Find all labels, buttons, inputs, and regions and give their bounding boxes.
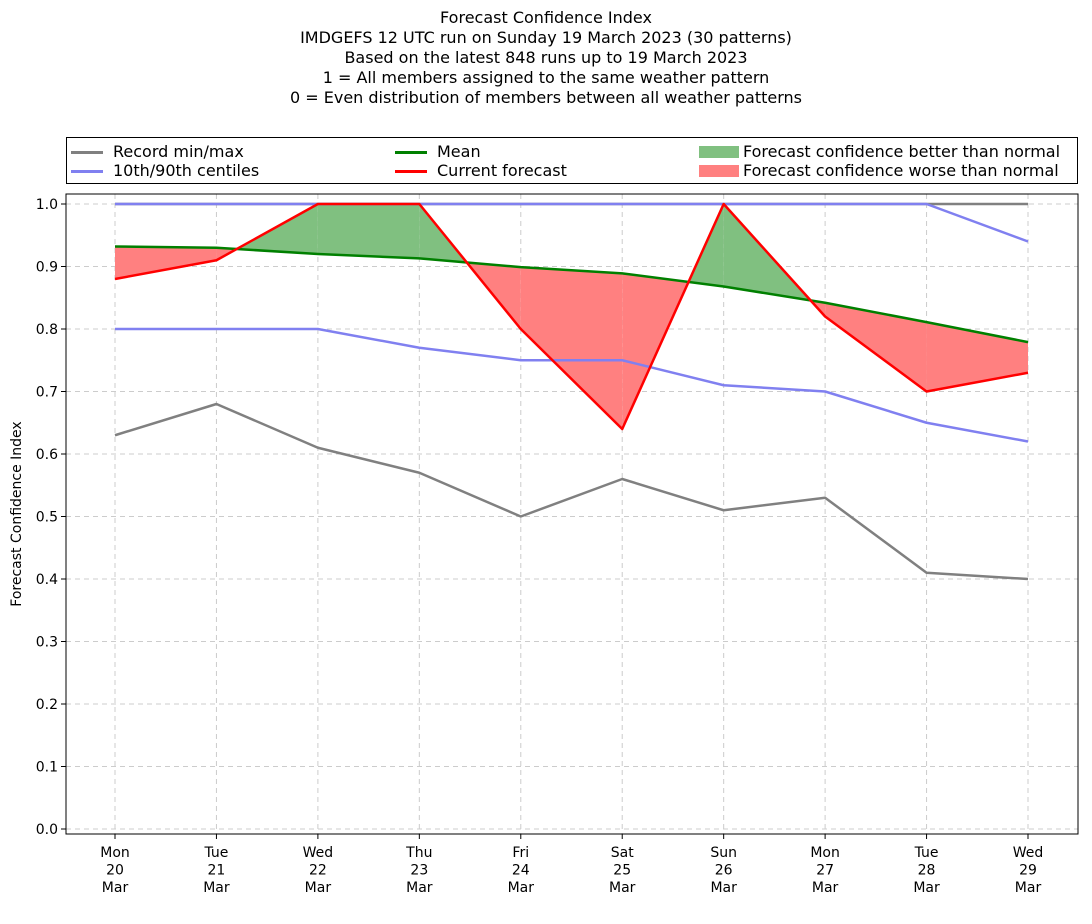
fill-better-than-normal xyxy=(317,204,420,259)
plot-frame xyxy=(65,193,1079,835)
title-line-5: 0 = Even distribution of members between… xyxy=(289,88,803,107)
legend-label-worse: Forecast confidence worse than normal xyxy=(743,161,1059,180)
title-line-3: Based on the latest 848 runs up to 19 Ma… xyxy=(344,48,748,67)
x-tick-label: Mon 20 Mar xyxy=(100,845,130,896)
series-record-min xyxy=(114,402,1029,581)
y-tick-label: 0.2 xyxy=(36,697,58,713)
y-tick-label: 0.8 xyxy=(36,322,58,338)
series-10th-centile xyxy=(115,327,1029,443)
x-tick-label: Wed 29 Mar xyxy=(1013,845,1044,896)
legend-label-mean: Mean xyxy=(437,142,481,161)
x-tick-label: Tue 21 Mar xyxy=(203,845,230,896)
y-tick-label: 0.6 xyxy=(36,447,58,463)
x-tick-label: Tue 28 Mar xyxy=(913,845,940,896)
y-tick-label: 0.1 xyxy=(36,760,58,776)
y-tick-label: 0.3 xyxy=(36,635,58,651)
title-line-4: 1 = All members assigned to the same wea… xyxy=(322,68,770,87)
series-current-forecast xyxy=(114,202,1029,431)
x-tick-label: Wed 22 Mar xyxy=(303,845,334,896)
legend-swatch-record xyxy=(71,151,103,154)
y-tick-label: 0.4 xyxy=(36,572,58,588)
legend-swatch-centiles xyxy=(71,170,103,173)
y-tick-label: 0.9 xyxy=(36,260,58,276)
x-tick-label: Sat 25 Mar xyxy=(609,845,636,896)
legend-swatch-better xyxy=(699,146,739,158)
chart-title: Forecast Confidence Index IMDGEFS 12 UTC… xyxy=(0,8,1092,108)
legend-label-better: Forecast confidence better than normal xyxy=(743,142,1061,161)
y-tick-label: 0.7 xyxy=(36,385,58,401)
y-tick-label: 0.0 xyxy=(36,822,58,838)
legend-swatch-worse xyxy=(699,165,739,177)
fill-worse-than-normal xyxy=(115,246,217,279)
x-tick-label: Sun 26 Mar xyxy=(710,845,737,896)
series-90th-centile xyxy=(115,202,1029,243)
series-lines xyxy=(114,202,1029,581)
fill-worse-than-normal xyxy=(520,267,623,429)
legend-label-current: Current forecast xyxy=(437,161,567,180)
x-tick-label: Thu 23 Mar xyxy=(405,845,433,896)
x-tick-label: Fri 24 Mar xyxy=(508,845,535,896)
fill-worse-than-normal xyxy=(926,322,1028,392)
y-tick-label: 0.5 xyxy=(36,510,58,526)
axes: 0.0 0.1 0.2 0.3 0.4 0.5 0.6 0.7 0.8 0.9 1.0 Mon 20 Ma… xyxy=(36,197,1044,896)
legend-label-record: Record min/max xyxy=(113,142,244,161)
legend-label-centiles: 10th/90th centiles xyxy=(113,161,260,180)
legend-swatch-current xyxy=(395,170,427,173)
legend-swatch-mean xyxy=(395,151,427,154)
x-tick-label: Mon 27 Mar xyxy=(810,845,840,896)
y-axis-label: Forecast Confidence Index xyxy=(9,421,25,606)
chart-legend: Record min/max 10th/90th centiles Mean C… xyxy=(66,137,1078,184)
title-line-2: IMDGEFS 12 UTC run on Sunday 19 March 20… xyxy=(300,28,792,47)
fill-worse-than-normal xyxy=(825,302,927,392)
y-tick-label: 1.0 xyxy=(36,197,58,213)
title-line-1: Forecast Confidence Index xyxy=(440,8,652,27)
series-mean xyxy=(114,245,1029,344)
